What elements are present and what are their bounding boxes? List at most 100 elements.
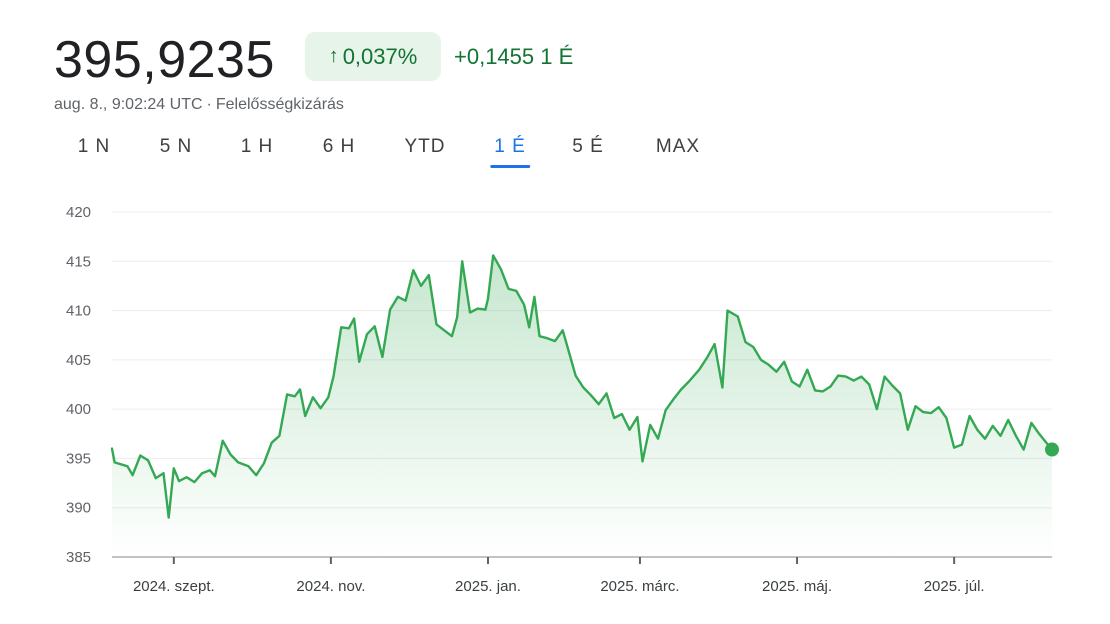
data-point [263, 462, 265, 464]
tab-range-1e[interactable]: 1 É [490, 136, 530, 168]
x-tick-label: 2025. júl. [924, 578, 985, 595]
tab-range-5e[interactable]: 5 É [572, 136, 604, 157]
tab-range-5n[interactable]: 5 N [159, 136, 193, 157]
data-point [546, 337, 548, 339]
data-point [961, 444, 963, 446]
data-point [320, 407, 322, 409]
data-point [744, 341, 747, 343]
data-point [775, 371, 778, 373]
tab-range-6h[interactable]: 6 H [322, 136, 356, 157]
data-point [366, 333, 368, 335]
data-point [500, 268, 502, 270]
data-point [327, 396, 329, 398]
series-area [112, 255, 1052, 557]
data-point [799, 385, 801, 388]
data-point [132, 474, 134, 476]
data-point [672, 398, 675, 400]
data-point [899, 392, 901, 394]
change-percent-badge: ↑ 0,037% [305, 32, 441, 81]
data-point [768, 364, 770, 366]
data-point [698, 369, 700, 371]
data-point [1015, 435, 1017, 437]
data-point [477, 308, 479, 310]
data-point [162, 472, 165, 474]
data-point [930, 412, 932, 414]
data-point [976, 429, 978, 431]
tab-range-1n[interactable]: 1 N [77, 136, 111, 157]
data-point [791, 380, 793, 383]
y-tick-label: 395 [66, 450, 91, 467]
data-point [938, 406, 940, 408]
data-point [381, 356, 384, 358]
data-point [752, 346, 754, 348]
data-point [404, 300, 407, 302]
data-point [443, 329, 445, 331]
data-point [891, 384, 893, 387]
data-point [173, 467, 175, 469]
data-point [598, 403, 600, 405]
data-point [278, 435, 280, 437]
data-point [968, 415, 971, 417]
data-point [760, 359, 762, 361]
data-point [420, 285, 422, 287]
data-point [193, 481, 196, 483]
data-point [469, 311, 471, 314]
tab-range-1h[interactable]: 1 H [240, 136, 274, 157]
data-point [806, 369, 808, 371]
data-point [237, 461, 239, 463]
data-point [680, 388, 682, 391]
data-point [629, 429, 631, 431]
data-point [353, 317, 355, 320]
data-point [590, 394, 592, 396]
data-point [358, 361, 360, 363]
data-point [113, 461, 116, 463]
data-point [1030, 422, 1032, 424]
y-tick-label: 420 [66, 204, 91, 221]
data-point [487, 298, 489, 300]
data-point [1007, 419, 1009, 421]
data-point [567, 347, 569, 349]
data-point [582, 386, 584, 389]
data-point [271, 442, 273, 444]
data-point [397, 296, 399, 298]
data-point [876, 408, 878, 410]
data-point [714, 343, 716, 345]
tab-range-max[interactable]: MAX [655, 136, 701, 157]
data-point [999, 435, 1002, 437]
data-point [461, 260, 463, 262]
data-point [984, 438, 986, 440]
data-point [492, 254, 494, 256]
current-price: 395,9235 [54, 31, 275, 89]
data-point [822, 390, 824, 392]
change-absolute: +0,1455 1 É [454, 44, 574, 69]
data-point [538, 335, 541, 337]
data-point [332, 376, 335, 378]
latest-point-marker [1045, 442, 1059, 457]
data-point [412, 269, 414, 271]
data-point [945, 417, 948, 419]
data-point [605, 392, 608, 394]
data-point [706, 357, 708, 359]
data-point [299, 388, 301, 391]
data-point [992, 425, 994, 427]
x-tick-label: 2024. nov. [296, 578, 365, 595]
data-point [340, 326, 342, 328]
data-point [484, 308, 487, 311]
data-point [389, 308, 391, 311]
tab-range-ytd[interactable]: YTD [404, 136, 446, 157]
data-point [688, 380, 690, 383]
data-point [649, 424, 651, 426]
data-point [853, 379, 855, 382]
timestamp: aug. 8., 9:02:24 UTC [54, 96, 203, 113]
data-point [829, 385, 832, 388]
disclaimer-link[interactable]: Felelősségkizárás [215, 96, 344, 113]
data-point [168, 516, 170, 519]
x-tick-label: 2025. jan. [455, 578, 521, 595]
data-point [837, 375, 839, 377]
data-point [126, 465, 129, 467]
data-point [312, 396, 314, 398]
data-point [508, 288, 510, 290]
data-point [374, 325, 376, 327]
data-point [428, 274, 430, 276]
